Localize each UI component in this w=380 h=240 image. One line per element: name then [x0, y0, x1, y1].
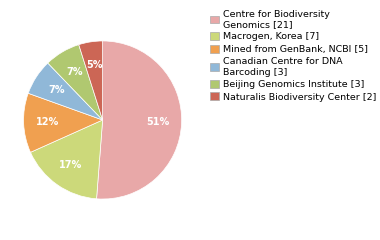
- Text: 7%: 7%: [48, 85, 64, 95]
- Text: 51%: 51%: [146, 117, 169, 127]
- Legend: Centre for Biodiversity
Genomics [21], Macrogen, Korea [7], Mined from GenBank, : Centre for Biodiversity Genomics [21], M…: [210, 10, 377, 102]
- Text: 12%: 12%: [36, 117, 59, 127]
- Wedge shape: [48, 45, 103, 120]
- Wedge shape: [30, 120, 103, 199]
- Text: 17%: 17%: [59, 160, 82, 170]
- Wedge shape: [24, 93, 103, 152]
- Text: 7%: 7%: [66, 67, 82, 78]
- Wedge shape: [79, 41, 103, 120]
- Wedge shape: [28, 63, 103, 120]
- Text: 5%: 5%: [86, 60, 102, 70]
- Wedge shape: [97, 41, 182, 199]
